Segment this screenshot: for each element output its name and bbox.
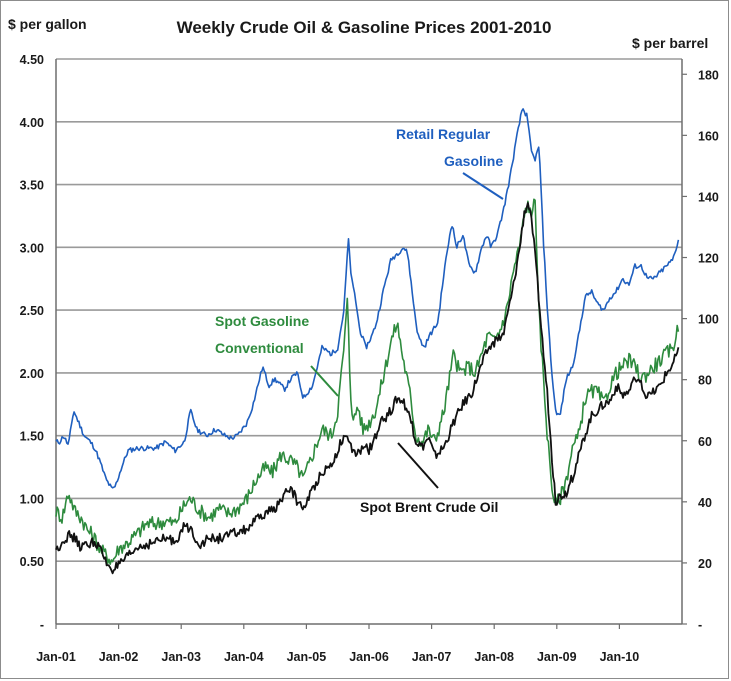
x-tick-label: Jan-07 bbox=[412, 650, 452, 664]
series-line-spot-brent-crude-oil bbox=[55, 202, 680, 575]
left-tick-label: 4.50 bbox=[20, 53, 44, 67]
x-tick-label: Jan-08 bbox=[474, 650, 514, 664]
right-tick-label: - bbox=[698, 618, 702, 632]
right-tick-label: 60 bbox=[698, 435, 712, 449]
left-tick-label: - bbox=[40, 618, 44, 632]
x-tick-label: Jan-09 bbox=[537, 650, 577, 664]
series-lines bbox=[55, 108, 680, 575]
x-tick-label: Jan-01 bbox=[36, 650, 76, 664]
annotation-spot-gasoline-line2: Conventional bbox=[215, 340, 304, 356]
pointer-spot-gasoline bbox=[310, 365, 339, 397]
x-tick-label: Jan-05 bbox=[287, 650, 327, 664]
chart-title: Weekly Crude Oil & Gasoline Prices 2001-… bbox=[177, 18, 552, 37]
left-tick-label: 2.00 bbox=[20, 367, 44, 381]
right-tick-label: 120 bbox=[698, 252, 719, 266]
left-tick-label: 1.50 bbox=[20, 430, 44, 444]
gridlines bbox=[55, 58, 687, 629]
series-line-spot-gasoline-conventional bbox=[55, 198, 680, 566]
left-axis-label: $ per gallon bbox=[8, 16, 87, 32]
left-tick-label: 2.50 bbox=[20, 304, 44, 318]
right-tick-label: 100 bbox=[698, 313, 719, 327]
right-tick-label: 40 bbox=[698, 496, 712, 510]
annotation-pointers bbox=[310, 172, 504, 489]
right-axis-ticks: - 20 40 60 80 100 120 140 160 180 bbox=[698, 68, 719, 632]
left-tick-label: 3.00 bbox=[20, 241, 44, 255]
left-tick-label: 1.00 bbox=[20, 492, 44, 506]
right-tick-label: 20 bbox=[698, 557, 712, 571]
annotation-retail-line2: Gasoline bbox=[444, 153, 503, 169]
right-tick-label: 160 bbox=[698, 129, 719, 143]
annotation-spot-gasoline-line1: Spot Gasoline bbox=[215, 313, 309, 329]
x-tick-label: Jan-02 bbox=[99, 650, 139, 664]
right-tick-label: 80 bbox=[698, 374, 712, 388]
x-tick-label: Jan-06 bbox=[349, 650, 389, 664]
left-tick-label: 3.50 bbox=[20, 179, 44, 193]
pointer-brent bbox=[397, 442, 439, 489]
left-axis-ticks: - 0.50 1.00 1.50 2.00 2.50 3.00 3.50 4.00 4.50 bbox=[20, 53, 44, 632]
pointer-retail bbox=[462, 172, 504, 200]
series-line-retail-regular-gasoline bbox=[55, 108, 680, 489]
annotation-retail-line1: Retail Regular bbox=[396, 126, 491, 142]
right-tick-label: 180 bbox=[698, 68, 719, 82]
x-tick-label: Jan-10 bbox=[600, 650, 640, 664]
right-tick-label: 140 bbox=[698, 190, 719, 204]
left-tick-label: 4.00 bbox=[20, 116, 44, 130]
x-tick-label: Jan-04 bbox=[224, 650, 264, 664]
annotation-brent: Spot Brent Crude Oil bbox=[360, 499, 498, 515]
right-axis-label: $ per barrel bbox=[632, 35, 708, 51]
x-axis-ticks: Jan-01 Jan-02 Jan-03 Jan-04 Jan-05 Jan-06 Jan-… bbox=[36, 650, 639, 664]
x-tick-label: Jan-03 bbox=[161, 650, 201, 664]
left-tick-label: 0.50 bbox=[20, 555, 44, 569]
